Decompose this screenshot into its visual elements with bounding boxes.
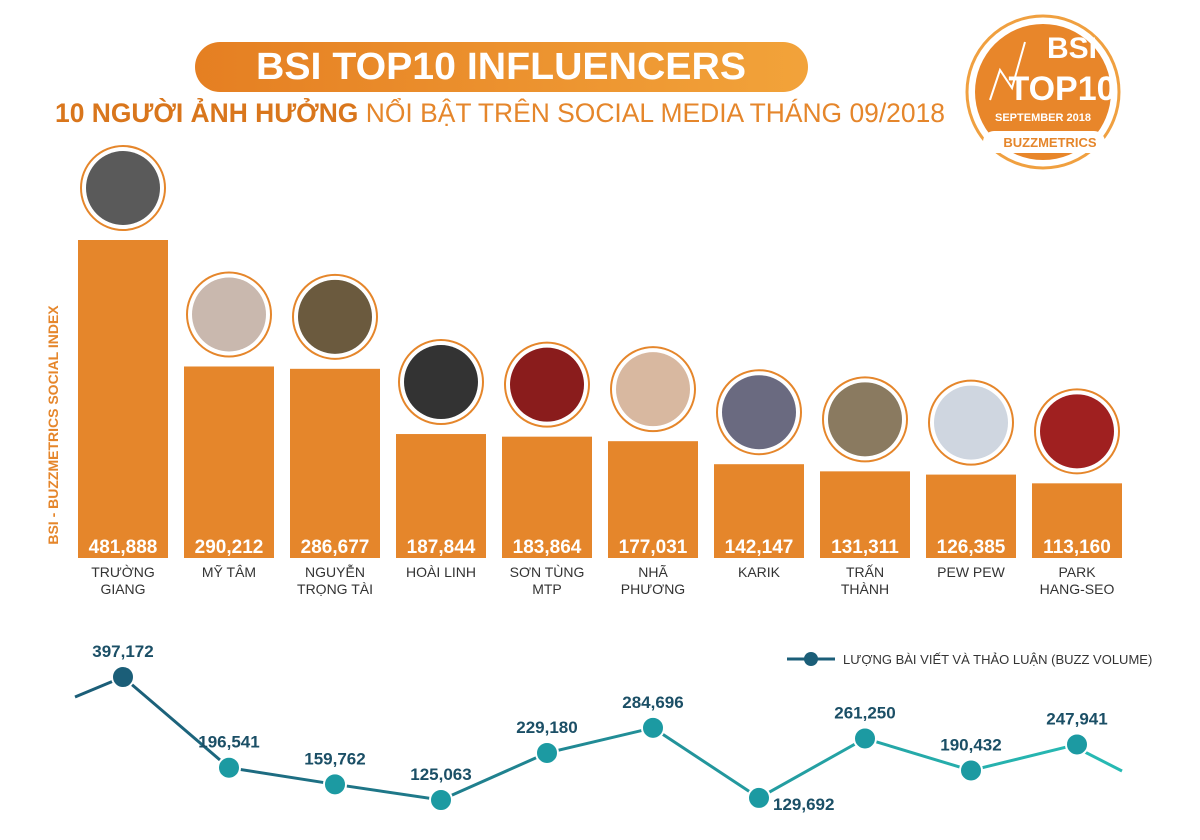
point: [641, 715, 665, 740]
value-label: 286,677: [301, 537, 370, 558]
photo: [1040, 394, 1114, 469]
point-label: 247,941: [1046, 709, 1107, 728]
point: [217, 755, 241, 780]
badge-brand: BUZZMETRICS: [1003, 135, 1096, 150]
x-tick-label: KARIK: [737, 564, 780, 580]
photo: [510, 347, 584, 422]
value-label: 177,031: [619, 537, 688, 558]
line: [122, 675, 1078, 802]
x-tick-label: SƠN TÙNG MTP: [509, 564, 585, 597]
badge-bsi: BSI: [1047, 32, 1097, 65]
value-label: 290,212: [195, 537, 264, 558]
x-tick-label: NGUYỄN TRỌNG TÀI: [297, 564, 373, 597]
point: [429, 788, 453, 812]
value-label: 126,385: [937, 537, 1006, 558]
photo: [298, 279, 372, 354]
x-tick-label: TRẤN THÀNH: [840, 564, 890, 597]
point: [1065, 732, 1089, 757]
photo: [934, 385, 1008, 460]
photo: [404, 345, 478, 420]
value-label: 131,311: [831, 537, 899, 558]
value-label: 113,160: [1043, 537, 1111, 558]
title: BSI TOP10 INFLUENCERS: [256, 46, 746, 88]
bar: [820, 471, 910, 558]
x-tick-label: PEW PEW: [937, 564, 1005, 580]
badge: BSI TOP10 SEPTEMBER 2018 BUZZMETRICS: [965, 14, 1121, 170]
point-label: 261,250: [834, 703, 895, 722]
point: [959, 758, 983, 783]
point: [853, 726, 877, 751]
badge-disc: [975, 24, 1111, 160]
value-label: 142,147: [725, 537, 794, 558]
bar: [290, 368, 380, 558]
value-label: 187,844: [407, 537, 476, 558]
badge-icon: [989, 41, 1026, 101]
x-tick-label: NHÃ PHƯƠNG: [620, 564, 686, 597]
legend-label: LƯỢNG BÀI VIẾT VÀ THẢO LUẬN (BUZZ VOLUME…: [843, 652, 1152, 667]
point: [323, 772, 347, 797]
point-label: 129,692: [773, 795, 834, 814]
value-label: 481,888: [89, 537, 158, 558]
photo: [722, 375, 796, 450]
bar: [1032, 483, 1122, 558]
photo: [192, 277, 266, 352]
x-tick-label: MỸ TÂM: [201, 564, 257, 580]
point-label: 159,762: [304, 749, 365, 768]
subtitle-bold: 10 NGƯỜI ẢNH HƯỞNG: [55, 96, 358, 128]
bar: [78, 240, 168, 558]
legend-marker: [804, 652, 818, 666]
point-label: 196,541: [198, 733, 259, 752]
photo: [86, 151, 160, 225]
value-label: 183,864: [513, 537, 582, 558]
title-pill: [195, 42, 808, 92]
bar: [714, 464, 804, 558]
subtitle-rest: NỔI BẬT TRÊN SOCIAL MEDIA THÁNG 09/2018: [366, 97, 945, 128]
x-tick-label: PARK HANG-SEO: [1039, 564, 1115, 597]
bar: [502, 436, 592, 558]
x-tick-label: TRƯỜNG GIANG: [91, 564, 155, 597]
bar: [184, 366, 274, 558]
point: [747, 785, 771, 810]
badge-date: SEPTEMBER 2018: [995, 112, 1091, 124]
point-label: 397,172: [92, 642, 153, 661]
point-label: 125,063: [410, 765, 471, 784]
bar: [608, 441, 698, 558]
point-label: 229,180: [516, 718, 577, 737]
photo: [616, 352, 690, 427]
bar: [926, 474, 1016, 558]
bar: [396, 434, 486, 558]
x-tick-label: HOÀI LINH: [405, 564, 476, 580]
point-label: 190,432: [940, 735, 1001, 754]
badge-brand-pill: [983, 131, 1105, 153]
y-axis-label: BSI - BUZZMETRICS SOCIAL INDEX: [45, 305, 61, 545]
badge-top10: TOP10: [1008, 70, 1115, 108]
point: [535, 740, 559, 765]
point-label: 284,696: [622, 693, 683, 712]
subtitle: 10 NGƯỜI ẢNH HƯỞNG NỔI BẬT TRÊN SOCIAL M…: [55, 96, 945, 128]
photo: [828, 382, 902, 457]
point: [111, 665, 135, 690]
